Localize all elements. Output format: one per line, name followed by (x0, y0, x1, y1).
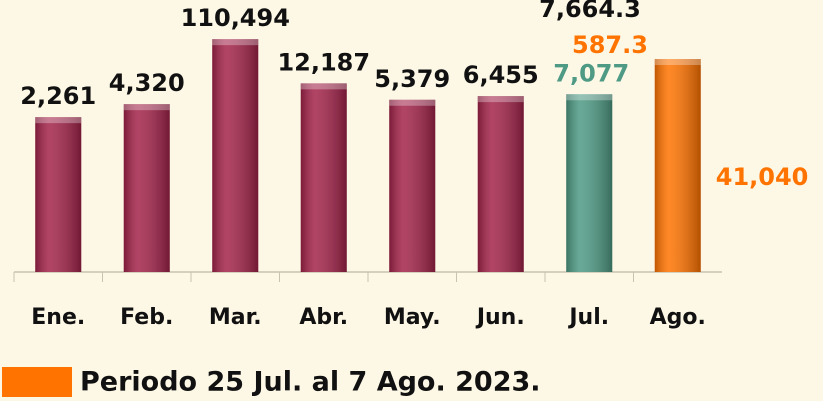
bar-cap (389, 99, 436, 106)
value-label: 4,320 (109, 69, 185, 97)
bar-shade (35, 117, 82, 272)
value-label: 6,455 (463, 61, 539, 89)
legend-label: Periodo 25 Jul. al 7 Ago. 2023. (80, 367, 541, 398)
bar-cap (300, 83, 347, 90)
bar-shade (212, 39, 259, 272)
x-tick-label: Jul. (567, 305, 609, 330)
bar-cap (477, 96, 524, 103)
bar-cap (35, 117, 82, 124)
value-label: 12,187 (277, 48, 370, 76)
legend-swatch (2, 367, 72, 397)
x-tick-label: Feb. (120, 305, 173, 330)
bar-cap (212, 39, 259, 46)
bar-shade (477, 96, 524, 272)
bar-shade (123, 104, 170, 272)
bar-cap (566, 94, 613, 101)
bar-cap (123, 104, 170, 111)
x-tick-label: Ene. (31, 305, 85, 330)
bar-shade (300, 83, 347, 272)
x-tick-label: May. (384, 305, 441, 330)
x-tick-label: Mar. (209, 305, 262, 330)
x-tick-label: Ago. (650, 305, 706, 330)
value-label: 7,077 (553, 59, 629, 87)
bar-shade (389, 99, 436, 272)
x-tick-label: Jun. (475, 305, 525, 330)
value-label: 110,494 (181, 4, 290, 32)
annotation-period: 587.3 (572, 31, 648, 59)
bar-shade (654, 59, 701, 273)
annotation-total: 7,664.3 (539, 0, 641, 23)
value-label: 41,040 (716, 163, 809, 191)
bar-cap (654, 59, 701, 66)
value-label: 2,261 (20, 82, 96, 110)
x-tick-label: Abr. (299, 305, 348, 330)
bar-shade (566, 94, 613, 273)
value-label: 5,379 (374, 65, 450, 93)
